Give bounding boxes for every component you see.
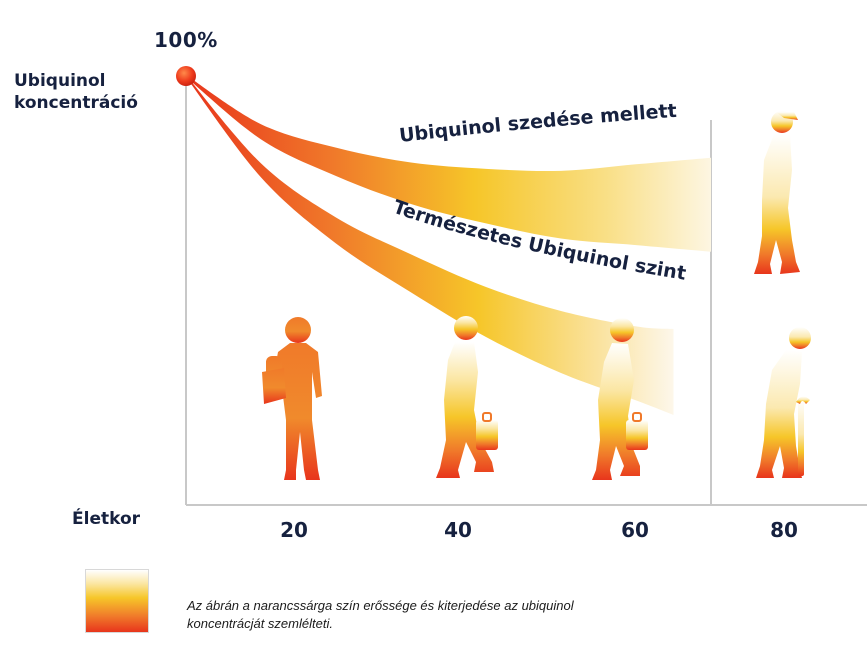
x-axis-label: Életkor xyxy=(72,509,141,529)
stooped-briefcase-man-figure-icon xyxy=(592,318,648,480)
legend-text: Az ábrán a narancssárga szín erőssége és… xyxy=(187,598,574,631)
standing-man-with-cap-figure-icon xyxy=(754,111,800,274)
peak-point xyxy=(176,66,196,86)
series-band-natural-level xyxy=(186,75,674,416)
x-tick-label: 80 xyxy=(770,518,798,542)
x-tick-label: 60 xyxy=(621,518,649,542)
series-label-with-ubiquinol: Ubiquinol szedése mellett xyxy=(398,100,677,147)
peak-value-label: 100% xyxy=(154,28,218,52)
briefcase-man-figure-icon xyxy=(436,316,498,478)
x-tick-label: 40 xyxy=(444,518,472,542)
legend-gradient-swatch xyxy=(85,569,149,633)
young-backpacker-figure-icon xyxy=(262,317,322,480)
elderly-man-with-cane-figure-icon xyxy=(756,327,811,478)
y-axis-label: Ubiquinol koncentráció xyxy=(14,71,138,113)
x-tick-label: 20 xyxy=(280,518,308,542)
series-band-with-ubiquinol xyxy=(186,75,711,252)
